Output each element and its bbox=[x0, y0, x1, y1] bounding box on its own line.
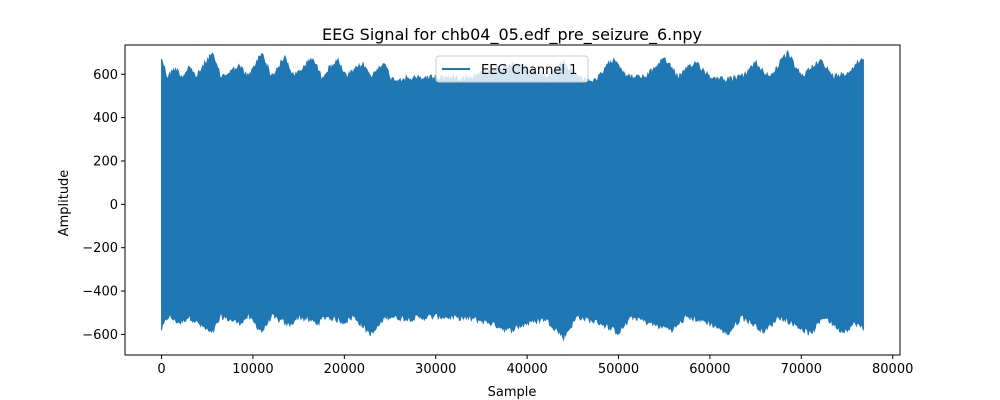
y-tick-label: 600 bbox=[93, 68, 118, 83]
series-layer bbox=[162, 51, 864, 339]
x-tick-label: 50000 bbox=[598, 362, 639, 377]
x-tick-label: 80000 bbox=[872, 362, 913, 377]
y-tick-label: 200 bbox=[93, 154, 118, 169]
legend: EEG Channel 1 bbox=[436, 56, 588, 82]
x-tick-label: 40000 bbox=[506, 362, 547, 377]
x-tick-label: 70000 bbox=[781, 362, 822, 377]
y-tick-label: −400 bbox=[82, 285, 118, 300]
y-tick-label: −200 bbox=[82, 241, 118, 256]
x-tick-label: 10000 bbox=[232, 362, 273, 377]
chart-title: EEG Signal for chb04_05.edf_pre_seizure_… bbox=[322, 25, 702, 45]
y-axis-label: Amplitude bbox=[57, 170, 72, 237]
y-tick-label: 400 bbox=[93, 111, 118, 126]
x-axis-label: Sample bbox=[488, 385, 537, 400]
series-eeg-channel-1 bbox=[162, 51, 864, 339]
y-tick-label: 0 bbox=[110, 198, 118, 213]
x-tick-label: 0 bbox=[157, 362, 165, 377]
legend-label-eeg-channel-1: EEG Channel 1 bbox=[481, 63, 577, 78]
y-tick-label: −600 bbox=[82, 328, 118, 343]
x-tick-label: 20000 bbox=[324, 362, 365, 377]
x-tick-label: 60000 bbox=[689, 362, 730, 377]
x-tick-label: 30000 bbox=[415, 362, 456, 377]
